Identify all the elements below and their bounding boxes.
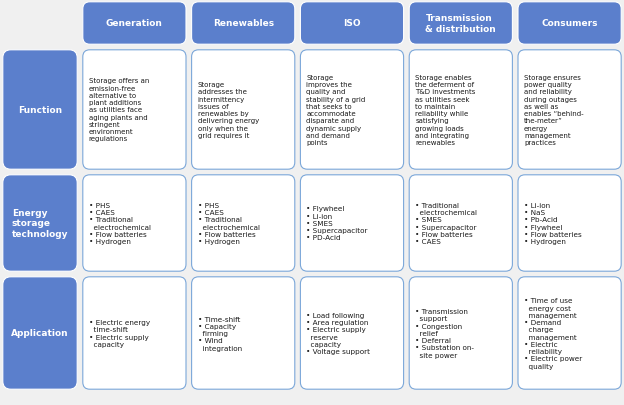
Text: Storage enables
the deferment of
T&D investments
as utilities seek
to maintain
r: Storage enables the deferment of T&D inv… — [415, 75, 475, 146]
Text: Energy
storage
technology: Energy storage technology — [12, 208, 68, 239]
FancyBboxPatch shape — [192, 175, 295, 271]
Text: Function: Function — [18, 106, 62, 115]
Text: • Load following
• Area regulation
• Electric supply
  reserve
  capacity
• Volt: • Load following • Area regulation • Ele… — [306, 312, 371, 354]
FancyBboxPatch shape — [192, 51, 295, 170]
FancyBboxPatch shape — [409, 175, 512, 271]
FancyBboxPatch shape — [518, 51, 622, 170]
Text: Storage
addresses the
intermittency
issues of
renewables by
delivering energy
on: Storage addresses the intermittency issu… — [198, 82, 259, 139]
FancyBboxPatch shape — [300, 175, 404, 271]
FancyBboxPatch shape — [518, 3, 622, 45]
FancyBboxPatch shape — [192, 277, 295, 389]
Text: • Transmission
  support
• Congestion
  relief
• Deferral
• Substation on-
  sit: • Transmission support • Congestion reli… — [415, 309, 474, 358]
FancyBboxPatch shape — [300, 51, 404, 170]
FancyBboxPatch shape — [518, 277, 622, 389]
FancyBboxPatch shape — [2, 175, 77, 271]
FancyBboxPatch shape — [83, 175, 186, 271]
FancyBboxPatch shape — [300, 3, 404, 45]
Text: Application: Application — [11, 329, 69, 338]
FancyBboxPatch shape — [192, 3, 295, 45]
FancyBboxPatch shape — [409, 3, 512, 45]
FancyBboxPatch shape — [83, 3, 186, 45]
Text: Storage ensures
power quality
and reliability
during outages
as well as
enables : Storage ensures power quality and reliab… — [524, 75, 583, 146]
FancyBboxPatch shape — [409, 277, 512, 389]
FancyBboxPatch shape — [83, 277, 186, 389]
Text: • Time of use
  energy cost
  management
• Demand
  charge
  management
• Electr: • Time of use energy cost management • D… — [524, 298, 582, 369]
FancyBboxPatch shape — [409, 51, 512, 170]
FancyBboxPatch shape — [300, 277, 404, 389]
Text: Storage offers an
emission-free
alternative to
plant additions
as utilities face: Storage offers an emission-free alternat… — [89, 78, 149, 142]
Text: • Li-ion
• NaS
• Pb-Acid
• Flywheel
• Flow batteries
• Hydrogen: • Li-ion • NaS • Pb-Acid • Flywheel • Fl… — [524, 202, 582, 245]
Text: • Time-shift
• Capacity
  firming
• Wind
  integration: • Time-shift • Capacity firming • Wind i… — [198, 316, 241, 351]
Text: Transmission
& distribution: Transmission & distribution — [426, 14, 496, 34]
Text: • Flywheel
• Li-ion
• SMES
• Supercapacitor
• PD-Acid: • Flywheel • Li-ion • SMES • Supercapaci… — [306, 206, 368, 241]
Text: • PHS
• CAES
• Traditional
  electrochemical
• Flow batteries
• Hydrogen: • PHS • CAES • Traditional electrochemic… — [198, 202, 260, 245]
Text: Storage
improves the
quality and
stability of a grid
that seeks to
accommodate
d: Storage improves the quality and stabili… — [306, 75, 366, 146]
Text: • Traditional
  electrochemical
• SMES
• Supercapacitor
• Flow batteries
• CAES: • Traditional electrochemical • SMES • S… — [415, 202, 477, 245]
Text: ISO: ISO — [343, 19, 361, 28]
FancyBboxPatch shape — [83, 51, 186, 170]
Text: • PHS
• CAES
• Traditional
  electrochemical
• Flow batteries
• Hydrogen: • PHS • CAES • Traditional electrochemic… — [89, 202, 151, 245]
Text: Generation: Generation — [106, 19, 163, 28]
FancyBboxPatch shape — [2, 51, 77, 170]
Text: Consumers: Consumers — [542, 19, 598, 28]
FancyBboxPatch shape — [518, 175, 622, 271]
Text: Renewables: Renewables — [213, 19, 274, 28]
FancyBboxPatch shape — [2, 277, 77, 389]
Text: • Electric energy
  time-shift
• Electric supply
  capacity: • Electric energy time-shift • Electric … — [89, 319, 150, 347]
